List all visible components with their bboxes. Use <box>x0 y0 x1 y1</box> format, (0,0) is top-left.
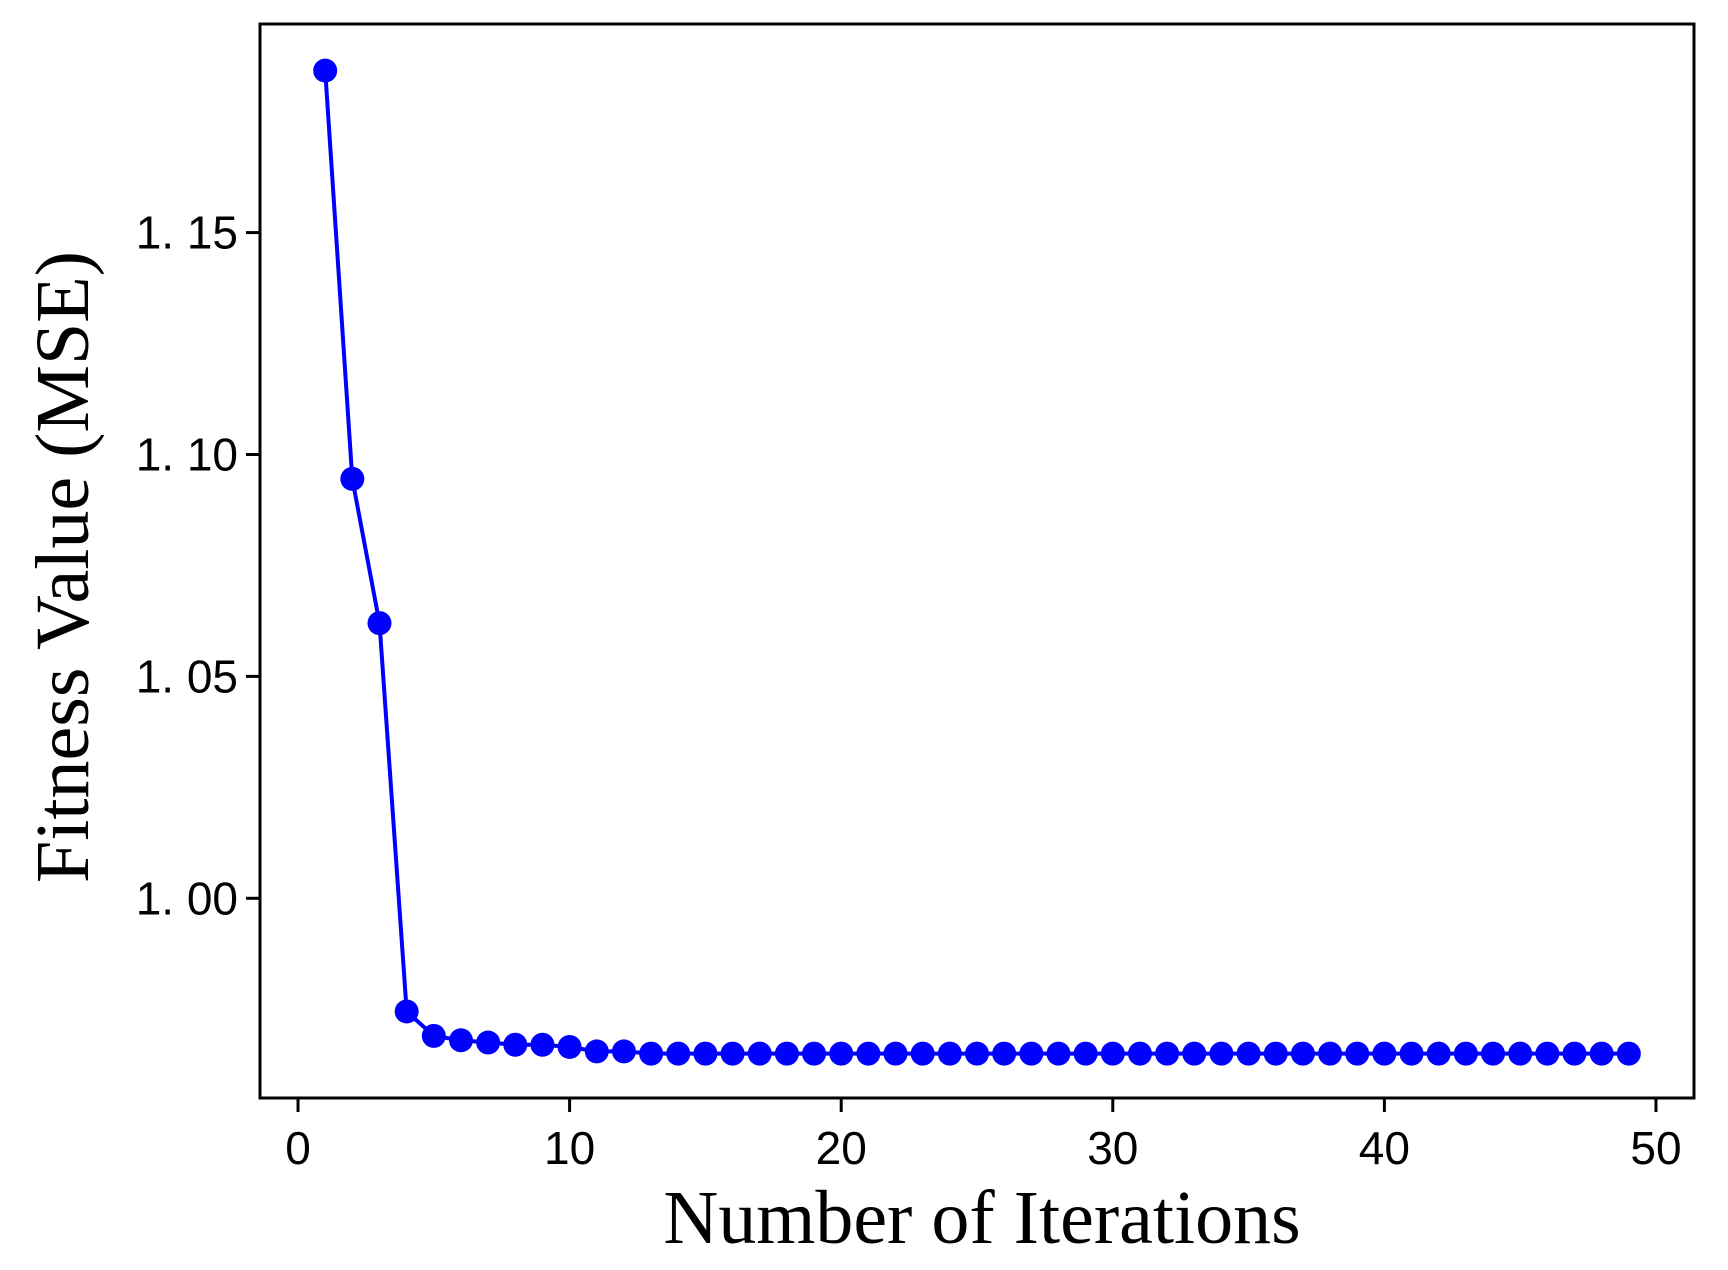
data-point <box>1046 1041 1071 1066</box>
x-tick-label: 0 <box>285 1122 311 1174</box>
data-point <box>829 1041 854 1066</box>
y-axis-title: Fitness Value (MSE) <box>21 251 105 883</box>
data-point <box>1209 1041 1234 1066</box>
data-point <box>584 1039 609 1064</box>
data-point <box>1100 1041 1125 1066</box>
x-tick-label: 10 <box>544 1122 595 1174</box>
data-point <box>340 466 365 491</box>
data-point <box>992 1041 1017 1066</box>
series-line <box>323 70 1629 1056</box>
data-point <box>1616 1041 1641 1066</box>
plot-frame <box>258 22 1696 1100</box>
data-point <box>421 1023 446 1048</box>
data-point <box>1182 1041 1207 1066</box>
data-point <box>557 1034 582 1059</box>
y-tick-label: 1. 00 <box>136 872 238 924</box>
data-point <box>503 1032 528 1057</box>
data-point <box>965 1041 989 1066</box>
data-point <box>1562 1041 1587 1066</box>
data-point <box>883 1041 908 1066</box>
data-point <box>1155 1041 1180 1066</box>
data-point <box>394 999 419 1024</box>
data-point <box>1453 1041 1478 1066</box>
x-tick-label: 20 <box>816 1122 867 1174</box>
data-point <box>1236 1041 1261 1066</box>
data-point <box>910 1041 935 1066</box>
data-point <box>693 1041 718 1066</box>
data-point <box>1481 1041 1506 1066</box>
data-point <box>747 1041 772 1066</box>
data-point <box>530 1032 555 1057</box>
x-axis-ticks: 0 10 20 30 40 50 <box>285 1098 1682 1174</box>
data-point <box>639 1041 664 1066</box>
data-point <box>448 1028 473 1053</box>
data-point <box>1127 1041 1152 1066</box>
plot-series <box>313 58 1641 1066</box>
data-point <box>774 1041 799 1066</box>
data-point <box>1399 1041 1424 1066</box>
data-point <box>1290 1041 1315 1066</box>
data-point <box>1372 1041 1397 1066</box>
data-point <box>1318 1041 1343 1066</box>
data-point <box>1073 1041 1098 1066</box>
data-point <box>856 1041 881 1066</box>
data-point <box>1508 1041 1533 1066</box>
data-point <box>666 1041 691 1066</box>
data-point <box>1535 1041 1560 1066</box>
data-point <box>1019 1041 1044 1066</box>
x-tick-label: 50 <box>1630 1122 1681 1174</box>
data-point <box>1589 1041 1614 1066</box>
x-axis-title: Number of Iterations <box>663 1176 1300 1260</box>
data-point <box>476 1030 501 1055</box>
data-point <box>802 1041 827 1066</box>
data-point <box>1345 1041 1370 1066</box>
y-tick-label: 1. 10 <box>136 428 238 480</box>
data-point <box>720 1041 745 1066</box>
y-tick-label: 1. 15 <box>136 207 238 259</box>
data-point <box>1426 1041 1451 1066</box>
y-axis-ticks: 1. 00 1. 05 1. 10 1. 15 <box>136 207 260 924</box>
data-point <box>611 1039 636 1064</box>
data-point <box>367 611 392 636</box>
data-point <box>937 1041 962 1066</box>
y-tick-label: 1. 05 <box>136 650 238 702</box>
x-tick-label: 40 <box>1359 1122 1410 1174</box>
data-point <box>1263 1041 1288 1066</box>
x-tick-label: 30 <box>1087 1122 1138 1174</box>
data-point <box>313 58 338 83</box>
